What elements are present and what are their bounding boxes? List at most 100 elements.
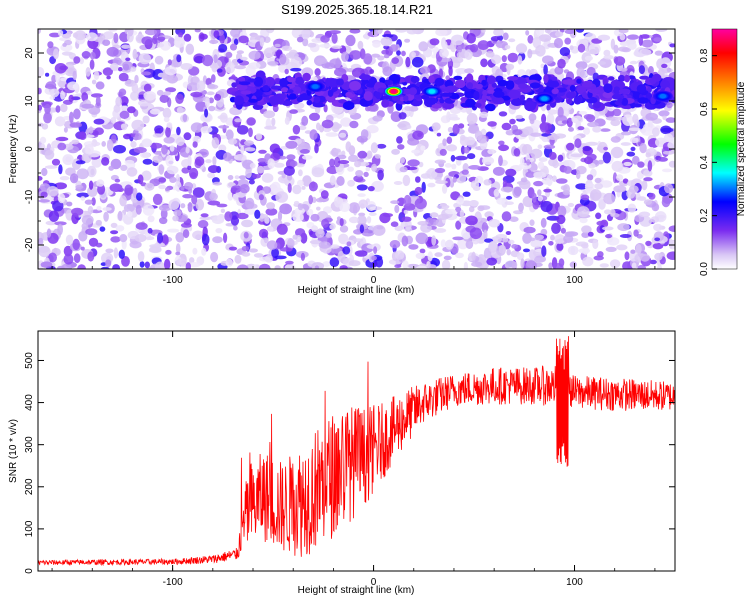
spectral-cell bbox=[390, 221, 399, 227]
spectral-cell bbox=[431, 54, 438, 59]
spectral-cell bbox=[517, 69, 526, 77]
spectral-cell bbox=[553, 263, 564, 269]
spectral-cell bbox=[67, 81, 79, 91]
spectral-cell bbox=[81, 152, 92, 164]
spectral-cell bbox=[205, 77, 212, 85]
spectral-cell bbox=[252, 264, 261, 269]
spectral-cell bbox=[348, 260, 361, 267]
spectral-cell bbox=[163, 136, 175, 144]
spectral-cell bbox=[248, 179, 255, 185]
spectral-cell bbox=[474, 130, 483, 141]
spectral-cell bbox=[594, 177, 602, 184]
spectral-cell bbox=[507, 52, 519, 63]
spectral-cell bbox=[142, 115, 150, 124]
spectral-cell bbox=[638, 211, 651, 218]
spectral-cell bbox=[239, 184, 250, 194]
band-cell bbox=[613, 86, 621, 95]
band-cell bbox=[484, 103, 496, 112]
band-cell bbox=[325, 94, 336, 102]
band-cell bbox=[381, 99, 390, 108]
spectral-cell bbox=[366, 216, 372, 224]
spectral-cell bbox=[530, 239, 543, 248]
spectral-cell bbox=[534, 234, 544, 240]
spectral-cell bbox=[175, 93, 184, 105]
spectral-cell bbox=[426, 264, 437, 269]
spectral-cell bbox=[603, 192, 616, 205]
spectral-cell bbox=[363, 53, 373, 65]
spectral-cell bbox=[584, 55, 594, 61]
spectral-cell bbox=[402, 260, 409, 269]
spectral-cell bbox=[368, 212, 377, 217]
spectral-cell bbox=[655, 29, 668, 32]
spectral-cell bbox=[164, 258, 171, 269]
spectral-cell bbox=[165, 155, 174, 167]
spectral-cell bbox=[657, 264, 662, 269]
spectral-cell bbox=[498, 155, 503, 167]
spectral-cell bbox=[301, 115, 309, 126]
spectral-cell bbox=[276, 223, 288, 235]
spectral-cell bbox=[587, 231, 594, 237]
spectral-cell bbox=[200, 213, 209, 218]
spectral-cell bbox=[220, 208, 226, 213]
spectral-cell bbox=[144, 29, 158, 36]
spectral-cell bbox=[498, 144, 509, 152]
spectral-cell bbox=[529, 219, 535, 226]
spectral-cell bbox=[619, 41, 631, 46]
spectral-cell bbox=[469, 227, 483, 240]
spectral-cell bbox=[605, 246, 617, 252]
spectral-cell bbox=[537, 144, 543, 149]
spectral-cell bbox=[286, 154, 296, 161]
spectral-cell bbox=[578, 248, 591, 254]
spectral-cell bbox=[176, 126, 181, 136]
spectral-cell bbox=[204, 108, 209, 118]
spectral-cell bbox=[194, 156, 205, 166]
spectral-cell bbox=[544, 29, 551, 34]
spectral-cell bbox=[404, 38, 411, 43]
spectral-cell bbox=[265, 208, 278, 216]
spectral-cell bbox=[180, 222, 192, 228]
spectral-cell bbox=[166, 122, 173, 128]
spectral-cell bbox=[123, 203, 135, 213]
spectral-cell bbox=[113, 32, 119, 44]
spectral-cell bbox=[557, 58, 566, 69]
spectral-cell bbox=[271, 117, 276, 127]
spectral-cell bbox=[612, 108, 622, 117]
spectral-cell bbox=[54, 63, 67, 74]
spectral-cell bbox=[590, 189, 602, 201]
spectral-cell bbox=[515, 43, 528, 54]
spectral-cell bbox=[406, 29, 418, 35]
spectral-cell bbox=[504, 45, 511, 50]
spectral-cell bbox=[618, 29, 629, 34]
spectral-cell bbox=[533, 171, 546, 179]
spectral-cell bbox=[380, 36, 393, 47]
spectral-cell bbox=[522, 195, 534, 208]
hotspot-ring bbox=[428, 89, 436, 94]
spectral-cell bbox=[337, 160, 350, 164]
spectral-cell bbox=[520, 177, 528, 183]
spectral-cell bbox=[605, 234, 613, 239]
band-cell bbox=[624, 74, 630, 83]
spectral-cell bbox=[122, 63, 130, 71]
spectral-cell bbox=[465, 215, 478, 226]
spectral-cell bbox=[121, 256, 130, 267]
spectral-cell bbox=[197, 220, 209, 229]
spectral-cell bbox=[535, 29, 545, 37]
spectral-cell bbox=[85, 228, 98, 236]
spectral-cell bbox=[401, 216, 412, 222]
spectral-cell bbox=[552, 175, 557, 182]
spectral-cell bbox=[241, 219, 254, 228]
spectral-cell bbox=[170, 59, 179, 68]
spectral-cell bbox=[85, 143, 94, 155]
snr-y-axis-label: SNR (10 * v/v) bbox=[8, 419, 19, 483]
spectral-cell bbox=[206, 91, 215, 96]
spectral-cell bbox=[54, 182, 67, 190]
spectral-cell bbox=[118, 249, 126, 259]
spectral-cell bbox=[169, 176, 177, 183]
spectral-cell bbox=[334, 196, 342, 208]
spectral-cell bbox=[543, 188, 552, 193]
chart-title: S199.2025.365.18.14.R21 bbox=[281, 2, 433, 17]
spectral-cell bbox=[139, 261, 145, 268]
spectral-cell bbox=[84, 134, 95, 138]
band-cell bbox=[247, 78, 256, 83]
spectral-cell bbox=[610, 146, 624, 159]
